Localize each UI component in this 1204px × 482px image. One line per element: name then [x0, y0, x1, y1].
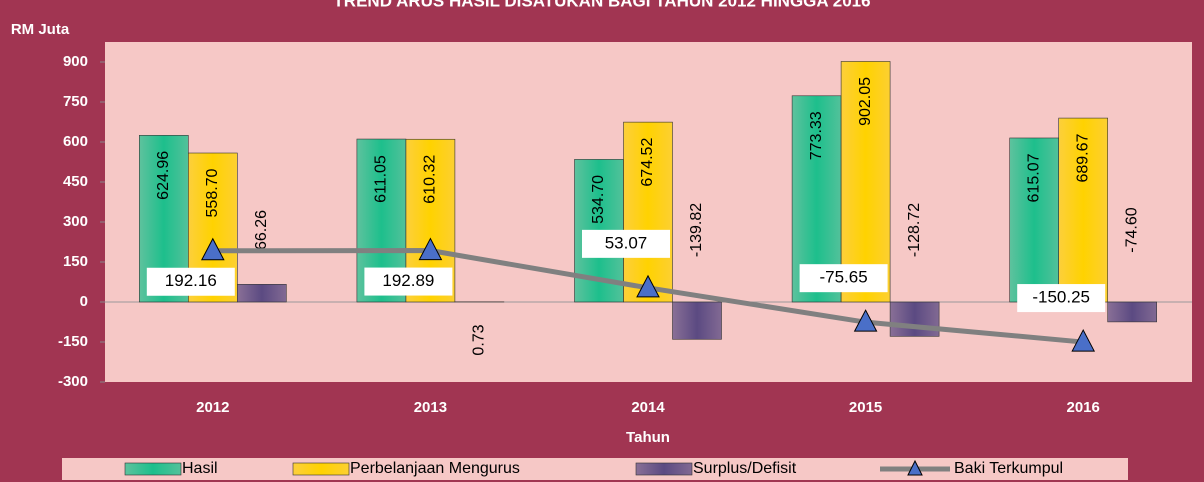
bar — [623, 121, 673, 303]
x-tick-label: 2013 — [414, 399, 447, 416]
x-axis-label: Tahun — [626, 429, 670, 446]
data-label: 624.96 — [155, 151, 172, 200]
data-label-box — [1017, 284, 1106, 313]
data-label: 558.70 — [204, 168, 221, 217]
bar — [237, 284, 287, 303]
y-tick-label: -150 — [58, 333, 88, 350]
legend-label: Surplus/Defisit — [693, 460, 797, 477]
chart-title: TREND ARUS HASIL DISATUKAN BAGI TAHUN 20… — [333, 0, 870, 10]
y-tick-label: 600 — [63, 133, 88, 150]
data-label: 53.07 — [605, 233, 648, 252]
legend-swatch — [124, 462, 182, 476]
x-tick-label: 2015 — [849, 399, 882, 416]
data-label: -128.72 — [906, 203, 923, 257]
data-label: 773.33 — [808, 111, 825, 160]
y-tick-label: 900 — [63, 53, 88, 70]
y-tick-label: 0 — [80, 293, 88, 310]
marker — [418, 237, 443, 261]
data-label: 0.73 — [471, 324, 488, 355]
legend-swatch — [292, 462, 350, 476]
data-label: -74.60 — [1123, 207, 1140, 252]
bar — [1009, 137, 1060, 303]
legend-label: Baki Terkumpul — [954, 460, 1063, 477]
data-label: 611.05 — [373, 155, 390, 203]
data-label: 610.32 — [422, 155, 439, 204]
legend-swatch — [635, 462, 693, 476]
marker — [636, 274, 660, 298]
x-tick-label: 2016 — [1067, 399, 1100, 416]
legend-marker — [907, 459, 923, 476]
y-tick-label: 300 — [63, 213, 88, 230]
bar — [1107, 301, 1157, 323]
data-label: 615.07 — [1025, 153, 1042, 202]
marker — [1071, 328, 1096, 352]
legend-label: Perbelanjaan Mengurus — [350, 460, 520, 477]
legend-label: Hasil — [182, 460, 218, 477]
bar — [672, 301, 722, 340]
bar — [1058, 117, 1108, 303]
data-label: 689.67 — [1074, 134, 1091, 183]
data-label: 902.05 — [857, 77, 874, 126]
y-tick-label: 450 — [63, 173, 88, 190]
data-label-box — [799, 264, 888, 293]
y-axis-label: RM Juta — [11, 21, 70, 38]
x-tick-label: 2012 — [196, 399, 229, 416]
data-label: 192.89 — [382, 271, 434, 290]
x-tick-label: 2014 — [631, 399, 665, 416]
y-tick-label: 750 — [63, 93, 88, 110]
data-label: 66.26 — [253, 210, 270, 250]
y-tick-label: 150 — [63, 253, 88, 270]
data-label-box — [364, 267, 453, 296]
bar — [889, 301, 940, 337]
marker — [853, 309, 878, 332]
data-label: -150.25 — [1032, 288, 1090, 307]
data-label: 534.70 — [590, 175, 607, 224]
data-label: 674.52 — [639, 138, 656, 187]
marker — [200, 237, 225, 261]
y-tick-label: -300 — [58, 373, 88, 390]
bar — [840, 61, 891, 303]
data-label: -139.82 — [688, 203, 705, 257]
data-label: -75.65 — [819, 268, 867, 287]
data-label-box — [146, 267, 235, 296]
data-label-box — [582, 229, 670, 258]
data-label: 192.16 — [165, 271, 217, 290]
